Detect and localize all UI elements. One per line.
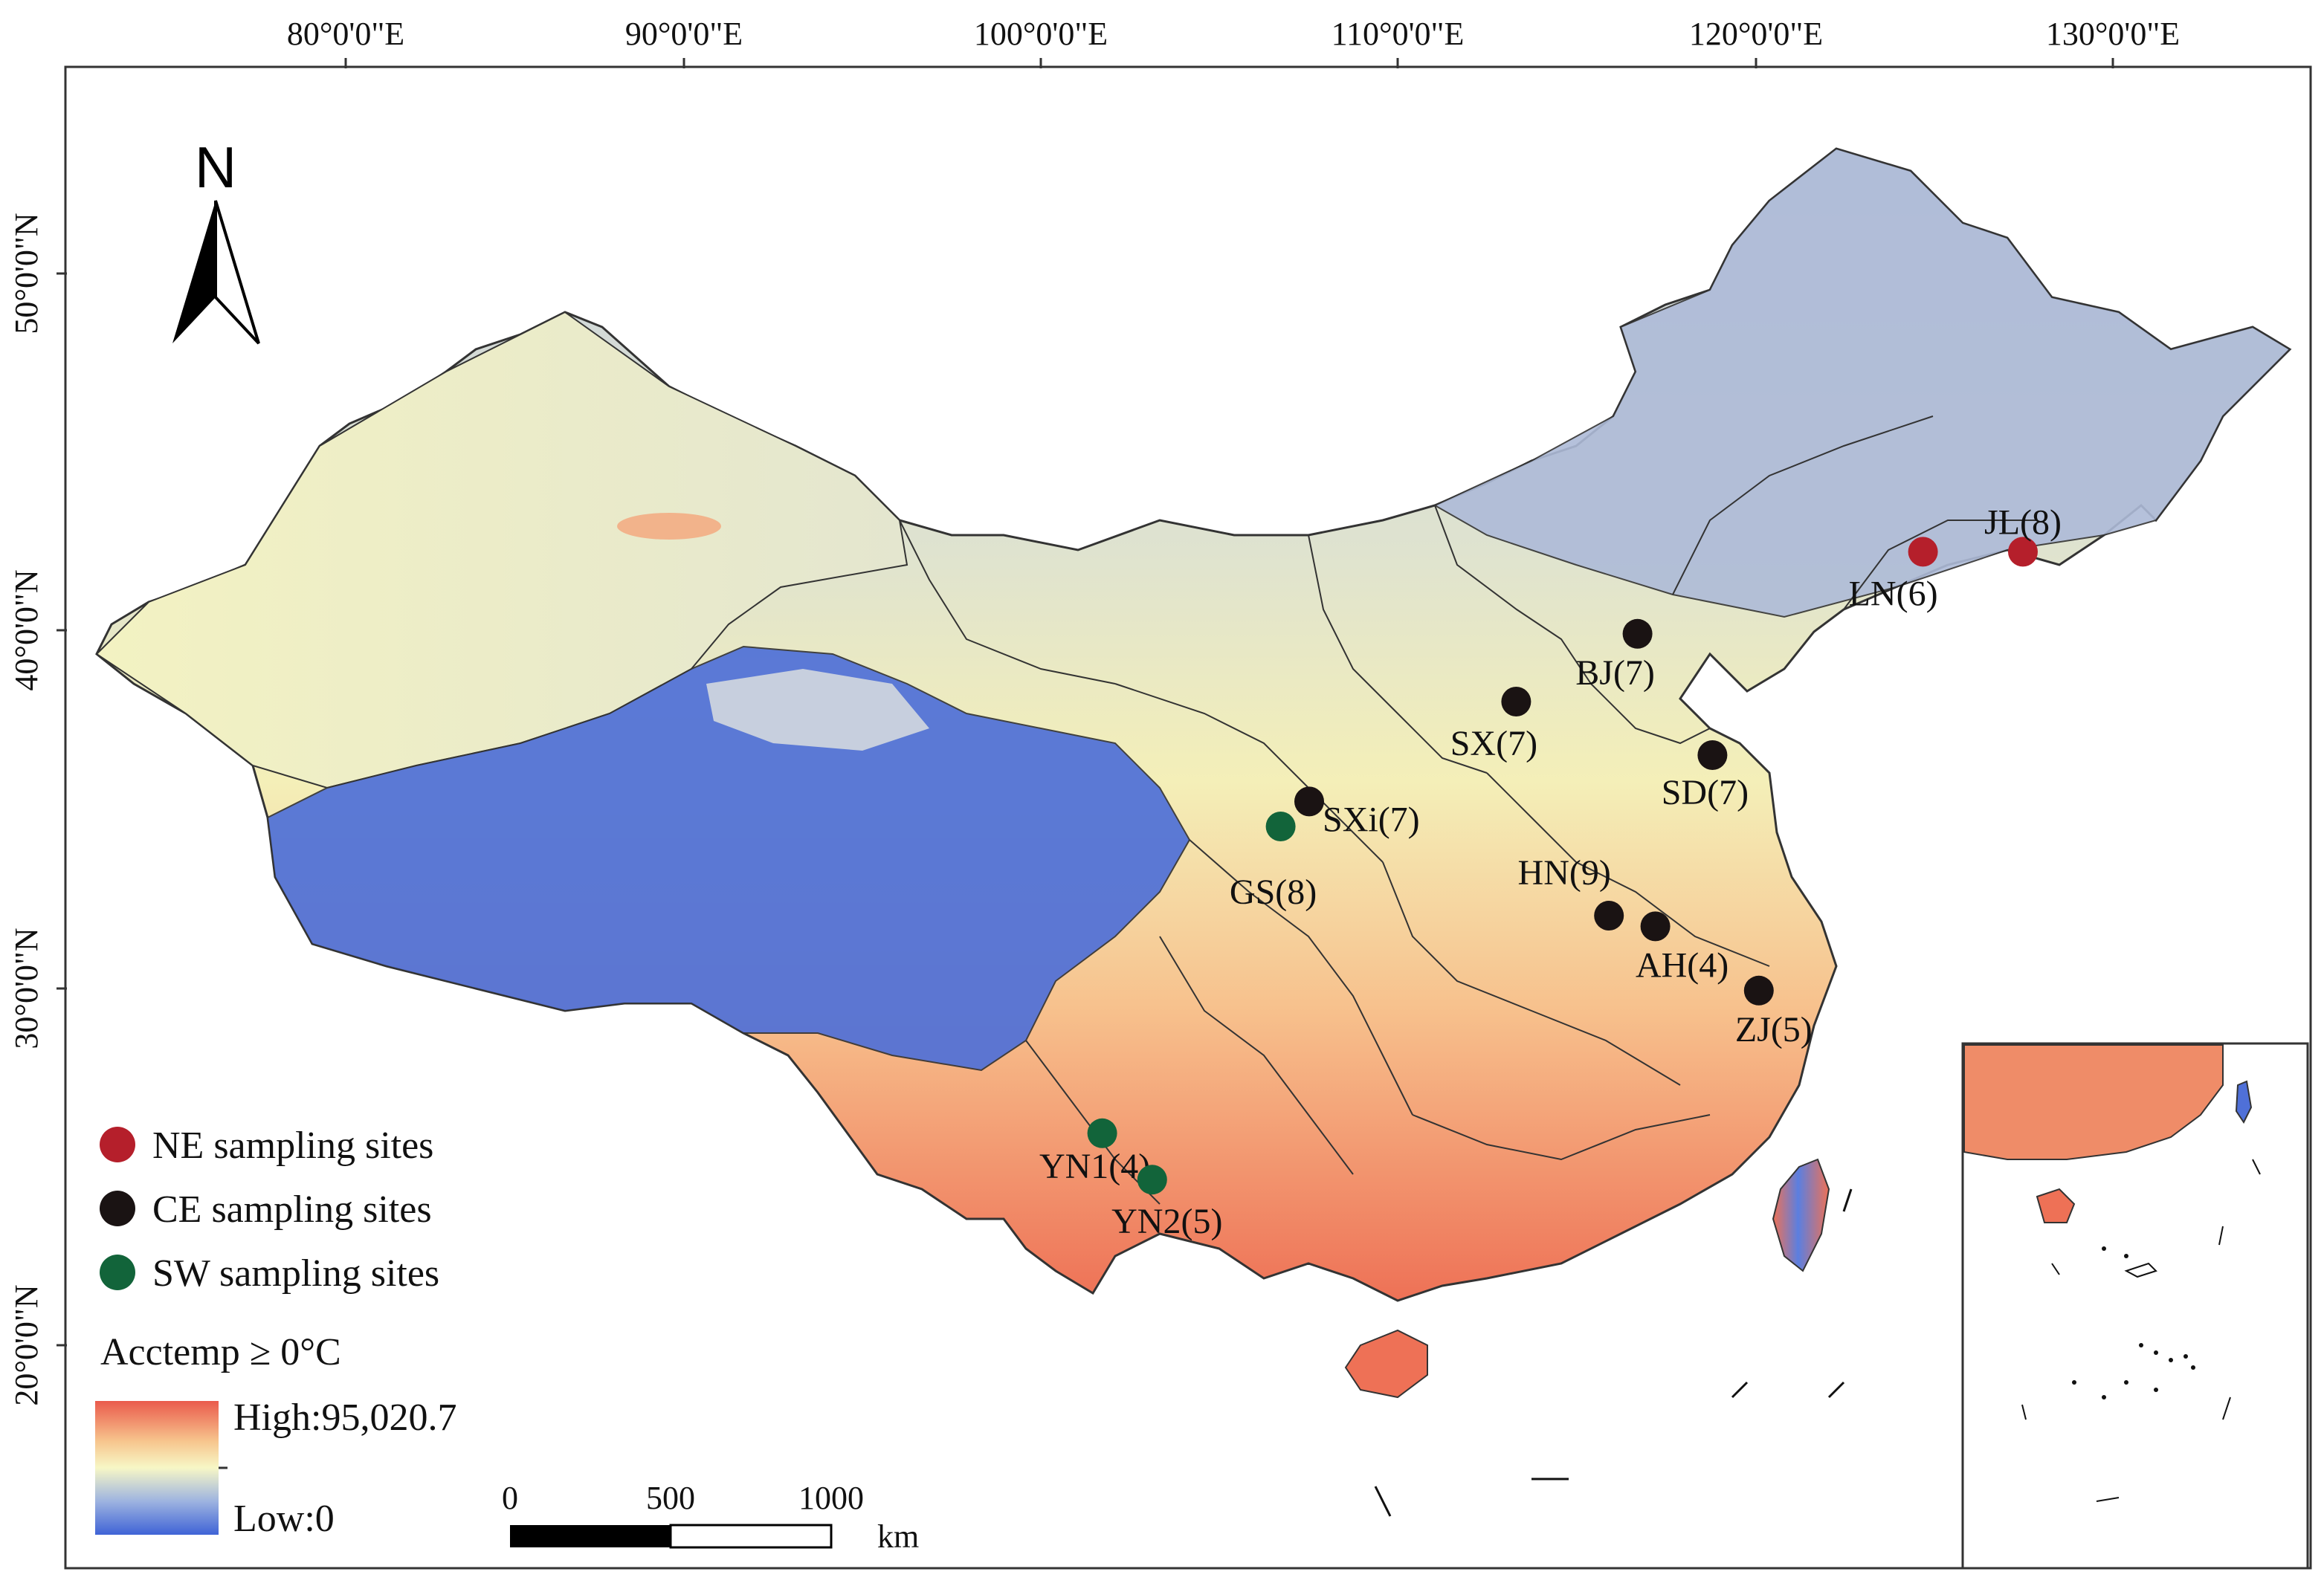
site-marker [1294,786,1324,817]
scale-bar: 0 500 1000 km [502,1480,919,1555]
site-marker [1265,812,1296,841]
ramp-title: Acctemp ≥ 0°C [100,1331,341,1373]
lon-tick-120: 120°0'0"E [1689,16,1823,52]
site-label: SX(7) [1450,724,1537,763]
site-marker [1640,911,1671,942]
lat-tick-40: 40°0'0"N [8,569,45,690]
province-boundaries [899,415,2037,1205]
land-area [95,147,2292,1399]
site-label: YN1(4) [1039,1147,1150,1186]
legend-ne-marker [100,1127,135,1162]
qaidam-basin [706,669,929,751]
latitude-axis: 50°0'0"N 40°0'0"N 30°0'0"N 20°0'0"N [8,213,67,1406]
scale-tick-0: 0 [502,1480,518,1516]
site-label: LN(6) [1849,574,1938,613]
legend-ne-label: NE sampling sites [152,1124,433,1167]
lon-tick-130: 130°0'0"E [2046,16,2180,52]
site-label: SXi(7) [1323,800,1420,839]
lon-tick-110: 110°0'0"E [1332,16,1465,52]
site-label: ZJ(5) [1735,1010,1813,1049]
site-marker [1697,740,1728,770]
site-marker [1743,975,1774,1006]
legend: NE sampling sites CE sampling sites SW s… [95,1124,456,1540]
ramp-high-label: High:95,020.7 [233,1397,456,1439]
inset-map [1961,1042,2309,1570]
legend-sw-marker [100,1255,135,1290]
site-label: GS(8) [1230,873,1317,912]
site-label: SD(7) [1662,773,1749,812]
lon-tick-80: 80°0'0"E [287,16,404,52]
site-marker [1087,1118,1117,1148]
site-label: YN2(5) [1111,1202,1222,1241]
lon-tick-90: 90°0'0"E [625,16,743,52]
lat-tick-30: 30°0'0"N [8,928,45,1049]
tibet-plateau [266,645,1191,1072]
lon-tick-100: 100°0'0"E [974,16,1108,52]
northeast-region [1433,147,2291,618]
hainan-island [1344,1329,1428,1399]
scale-unit: km [877,1518,919,1555]
legend-sw-label: SW sampling sites [152,1252,439,1295]
site-marker [1501,687,1531,716]
site-label: BJ(7) [1575,653,1655,693]
site-marker [1594,901,1624,931]
sea-boundary-dashes [1374,1188,1853,1517]
site-marker [1137,1165,1167,1195]
sampling-sites: JL(8) LN(6) BJ(7) SX(7) SD(7) SXi(7)GS(8) HN(9… [1039,502,2062,1241]
scale-tick-500: 500 [646,1480,695,1516]
legend-ce-marker [100,1191,135,1226]
site-marker [1908,537,1938,567]
longitude-axis: 80°0'0"E 90°0'0"E 100°0'0"E 110°0'0"E 12… [287,16,2180,68]
lat-tick-20: 20°0'0"N [8,1284,45,1405]
site-label: AH(4) [1636,945,1729,985]
lat-tick-50: 50°0'0"N [8,213,45,334]
ramp-low-label: Low:0 [233,1498,335,1540]
scale-tick-1000: 1000 [798,1480,864,1516]
tarim-hotspot [617,513,721,540]
site-marker [1622,618,1653,649]
site-label: JL(8) [1984,502,2062,542]
color-ramp [95,1401,219,1535]
taiwan-island [1772,1158,1830,1272]
north-arrow-label: N [195,135,236,200]
site-label: HN(9) [1518,853,1611,893]
legend-ce-label: CE sampling sites [152,1188,432,1231]
north-arrow-icon: N [172,135,260,345]
site-marker [2008,537,2038,567]
